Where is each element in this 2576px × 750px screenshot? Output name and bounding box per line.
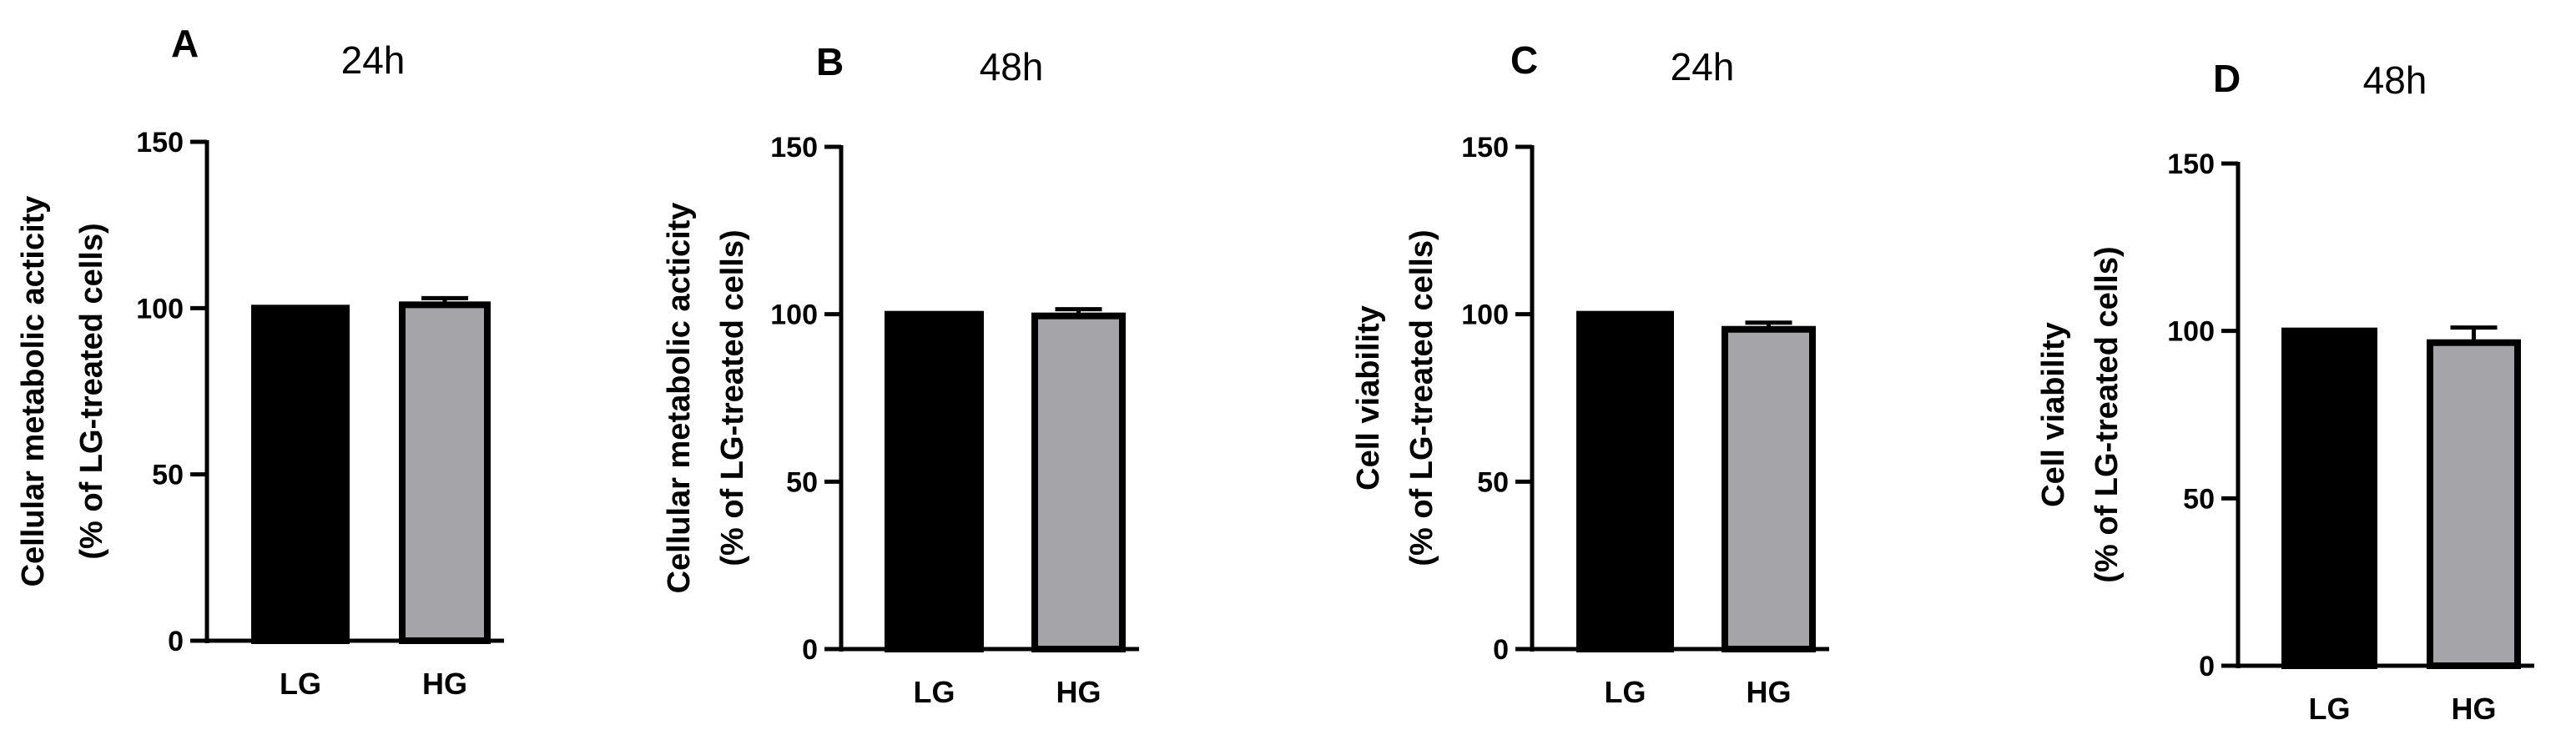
y-tick-label: 50 bbox=[786, 466, 818, 498]
panel-letter: C bbox=[1510, 38, 1538, 82]
chart-panel-a: A 24h LG HG 0 50 100 150 Cellular metabolic acti… bbox=[16, 22, 504, 701]
y-tick-label: 0 bbox=[2199, 651, 2215, 682]
panel-letter: D bbox=[2213, 57, 2241, 100]
chart-panel-b: B 48h LG HG 0 50 100 150 Cellular metabolic acti… bbox=[662, 40, 1139, 709]
panel-letter: B bbox=[816, 40, 844, 83]
y-tick-label: 50 bbox=[2183, 483, 2215, 515]
x-tick-label-lg: LG bbox=[2309, 692, 2351, 726]
y-tick-label: 100 bbox=[770, 299, 818, 331]
y-tick-label: 150 bbox=[2167, 148, 2215, 180]
bar-lg bbox=[1576, 310, 1674, 652]
x-tick-label-lg: LG bbox=[280, 667, 321, 701]
y-axis-label: Cellular metabolic acticity bbox=[662, 203, 697, 594]
y-axis-label: Cellular metabolic acticity bbox=[16, 196, 51, 587]
y-tick-label: 0 bbox=[1493, 634, 1509, 666]
y-axis-label: Cell viability bbox=[1351, 305, 1386, 491]
x-tick-label-hg: HG bbox=[1056, 675, 1101, 709]
bar-lg bbox=[251, 305, 350, 644]
x-tick-label-hg: HG bbox=[422, 667, 467, 701]
panel-title: 48h bbox=[2363, 58, 2427, 102]
y-tick-label: 150 bbox=[1461, 132, 1509, 164]
panel-title: 48h bbox=[980, 45, 1044, 88]
y-tick-label: 50 bbox=[152, 460, 184, 491]
x-tick-label-hg: HG bbox=[2452, 692, 2497, 726]
y-axis-label: Cell viability bbox=[2036, 322, 2071, 507]
chart-panel-c: C 24h LG HG 0 50 100 150 Cell viability (% of LG-… bbox=[1351, 38, 1829, 709]
bar-lg bbox=[2281, 327, 2377, 669]
y-tick-label: 150 bbox=[770, 132, 818, 164]
y-axis-label: (% of LG-treated cells) bbox=[2090, 246, 2125, 582]
y-tick-label: 100 bbox=[136, 293, 184, 325]
y-tick-label: 150 bbox=[136, 127, 184, 159]
x-tick-label-lg: LG bbox=[1605, 675, 1646, 709]
panel-title: 24h bbox=[1671, 45, 1735, 88]
bar-hg bbox=[2427, 339, 2521, 669]
bar-hg bbox=[1722, 325, 1816, 652]
y-tick-label: 100 bbox=[2167, 316, 2215, 348]
y-tick-label: 100 bbox=[1461, 299, 1509, 331]
y-tick-label: 0 bbox=[802, 634, 818, 666]
y-tick-label: 0 bbox=[168, 626, 184, 657]
y-tick-label: 50 bbox=[1477, 466, 1509, 498]
bar-hg bbox=[399, 301, 491, 644]
chart-panel-d: D 48h LG HG 0 50 100 150 Cell viability (% of LG-… bbox=[2036, 57, 2534, 726]
x-tick-label-lg: LG bbox=[914, 675, 955, 709]
x-tick-label-hg: HG bbox=[1747, 675, 1792, 709]
bar-lg bbox=[885, 310, 984, 652]
panel-title: 24h bbox=[341, 38, 406, 82]
y-axis-label: (% of LG-treated cells) bbox=[715, 229, 750, 566]
panel-letter: A bbox=[171, 22, 199, 65]
bar-hg bbox=[1031, 312, 1126, 652]
y-axis-label: (% of LG-treated cells) bbox=[1404, 229, 1439, 566]
y-axis-label: (% of LG-treated cells) bbox=[74, 223, 109, 559]
